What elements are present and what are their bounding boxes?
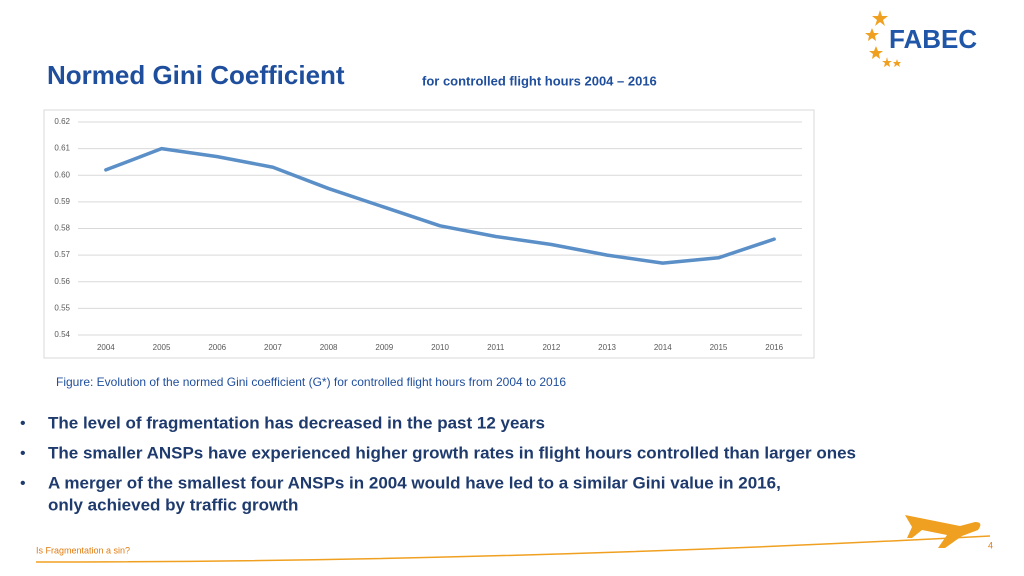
y-tick-label: 0.59 — [54, 197, 70, 206]
x-tick-label: 2016 — [765, 343, 783, 352]
y-tick-label: 0.55 — [54, 303, 70, 312]
logo-star — [869, 46, 883, 59]
x-tick-label: 2012 — [542, 343, 560, 352]
bullet-dot: • — [20, 415, 26, 432]
bullet-text: The level of fragmentation has decreased… — [48, 413, 545, 432]
bullet-list: • The level of fragmentation has decrease… — [20, 413, 856, 514]
figure-caption: Figure: Evolution of the normed Gini coe… — [56, 375, 566, 389]
page-number: 4 — [988, 540, 993, 550]
y-tick-label: 0.56 — [54, 277, 70, 286]
bullet-dot: • — [20, 475, 26, 492]
y-tick-label: 0.58 — [54, 224, 70, 233]
logo-star — [882, 57, 892, 67]
x-tick-label: 2005 — [153, 343, 171, 352]
swoosh — [35, 535, 991, 563]
logo-star — [893, 59, 901, 67]
y-tick-label: 0.54 — [54, 330, 70, 339]
logo-text: FABEC — [889, 24, 977, 54]
x-tick-label: 2010 — [431, 343, 449, 352]
chart-frame — [43, 109, 815, 359]
plot: 0.54 0.55 0.56 0.57 0.58 0.59 0.60 0.61 0.62 2004… — [54, 117, 802, 352]
x-tick-label: 2015 — [710, 343, 728, 352]
y-tick-label: 0.57 — [54, 250, 70, 259]
logo-star — [872, 10, 888, 26]
slide-title: Normed Gini Coefficient — [47, 60, 345, 90]
x-tick-label: 2013 — [598, 343, 616, 352]
x-tick-label: 2007 — [264, 343, 282, 352]
plane-icon — [905, 515, 981, 548]
series-line — [104, 146, 776, 265]
x-tick-label: 2009 — [375, 343, 393, 352]
bullet-text: only achieved by traffic growth — [48, 495, 298, 514]
x-tick-label: 2006 — [208, 343, 226, 352]
bullet-text: The smaller ANSPs have experienced highe… — [48, 443, 856, 462]
footer: Is Fragmentation a sin? — [36, 545, 130, 555]
slide-subtitle: for controlled flight hours 2004 – 2016 — [422, 73, 657, 88]
x-tick-label: 2011 — [487, 343, 505, 352]
bullet-dot: • — [20, 445, 26, 462]
y-tick-label: 0.61 — [54, 144, 70, 153]
y-tick-label: 0.60 — [54, 170, 70, 179]
y-tick-label: 0.62 — [54, 117, 70, 126]
x-tick-label: 2008 — [320, 343, 338, 352]
x-tick-label: 2004 — [97, 343, 115, 352]
logo: FABEC — [865, 10, 977, 67]
bullet-text: A merger of the smallest four ANSPs in 2… — [48, 473, 781, 492]
x-tick-label: 2014 — [654, 343, 672, 352]
logo-star — [865, 28, 879, 41]
